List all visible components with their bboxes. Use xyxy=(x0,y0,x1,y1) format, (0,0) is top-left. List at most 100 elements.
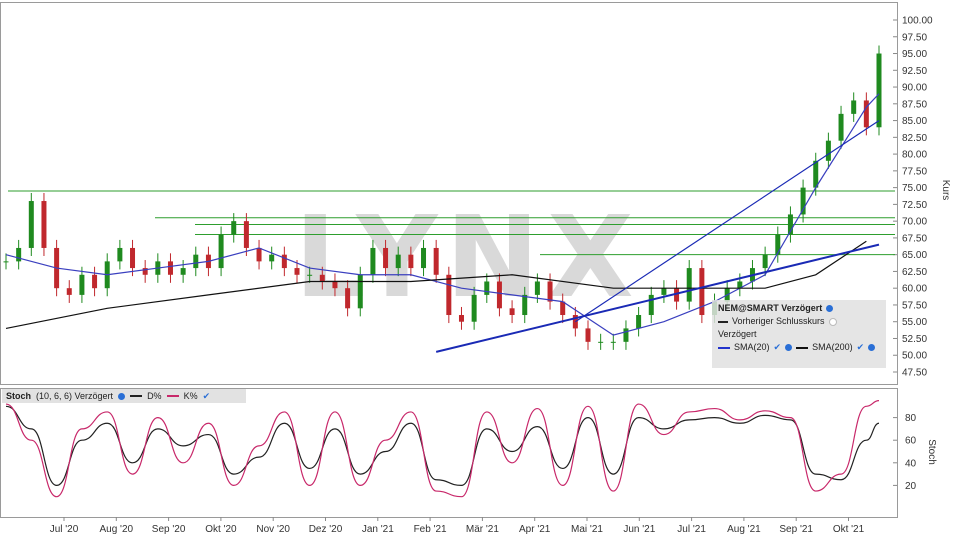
legend-delayed: Verzögert xyxy=(718,329,757,339)
check-icon[interactable]: ✔ xyxy=(773,342,782,352)
price-tick-label: 57.50 xyxy=(902,300,927,311)
candle-body xyxy=(41,201,47,248)
candle-body xyxy=(357,274,363,309)
sma200-line xyxy=(5,240,867,330)
legend-prev-close: Vorheriger Schlusskurs xyxy=(732,316,825,326)
x-tick-label: Jun '21 xyxy=(623,524,655,535)
sma20-swatch xyxy=(718,346,730,349)
candle-body xyxy=(66,288,72,295)
price-axis-label: Kurs xyxy=(940,180,951,201)
candle-body xyxy=(851,100,857,114)
legend-title-row: NEM@SMART Verzögert xyxy=(718,302,880,315)
candle-body xyxy=(256,247,262,262)
candle-body xyxy=(281,254,287,269)
candle-body xyxy=(458,315,464,322)
candle-body xyxy=(560,301,566,316)
info-icon[interactable] xyxy=(118,392,126,400)
price-tick-label: 72.50 xyxy=(902,200,927,211)
x-tick-label: Okt '20 xyxy=(205,524,237,535)
candle-body xyxy=(269,254,275,262)
stoch-panel: 80 60 40 20 Stoch xyxy=(0,388,937,518)
candle-body xyxy=(876,53,882,128)
x-tick-label: Sep '20 xyxy=(152,524,186,535)
price-legend: NEM@SMART Verzögert Vorheriger Schlussku… xyxy=(712,300,886,368)
candle-body xyxy=(534,281,540,295)
x-tick-label: Apr '21 xyxy=(519,524,551,535)
candle-body xyxy=(231,221,237,235)
candle-body xyxy=(661,288,667,295)
price-tick-label: 70.00 xyxy=(902,217,927,228)
candle-body xyxy=(79,274,85,295)
candle-body xyxy=(294,268,300,275)
price-panel: LYNX 100.00 97.50 95.00 92.50 90.00 87.50 85.00… xyxy=(0,2,951,385)
check-icon[interactable]: ✔ xyxy=(202,391,211,401)
legend-sma200: SMA(200) xyxy=(812,342,853,352)
stoch-k-line xyxy=(5,400,880,498)
candle-body xyxy=(92,274,98,289)
candle-body xyxy=(408,254,414,269)
x-tick-label: Sep '21 xyxy=(779,524,813,535)
price-tick-label: 95.00 xyxy=(902,49,927,60)
candle-body xyxy=(446,274,452,316)
info-icon[interactable] xyxy=(826,305,834,312)
legend-prev-close-row: Vorheriger Schlusskurs xyxy=(718,315,880,328)
legend-sma-row: SMA(20) ✔ SMA(200) ✔ xyxy=(718,341,880,354)
candle-body xyxy=(737,281,743,289)
candle-body xyxy=(471,294,477,322)
candle-body xyxy=(395,254,401,269)
candle-body xyxy=(117,247,123,262)
candle-body xyxy=(800,187,806,215)
x-tick-label: Aug '20 xyxy=(99,524,133,535)
x-tick-label: Jul '21 xyxy=(677,524,706,535)
price-tick-label: 85.00 xyxy=(902,116,927,127)
price-tick-label: 92.50 xyxy=(902,66,927,77)
candle-body xyxy=(787,214,793,235)
stoch-d-label: D% xyxy=(147,391,162,401)
candle-body xyxy=(193,254,199,269)
candle-body xyxy=(496,281,502,309)
candle-body xyxy=(16,247,22,262)
legend-sma20: SMA(20) xyxy=(734,342,770,352)
trendline xyxy=(435,243,880,353)
candle-body xyxy=(762,254,768,269)
stoch-frame xyxy=(0,388,898,518)
x-tick-label: Dez '20 xyxy=(309,524,343,535)
candle-body xyxy=(813,160,819,188)
candle-body xyxy=(509,308,515,316)
candle-body xyxy=(838,113,844,141)
price-tick-label: 50.00 xyxy=(902,351,927,362)
toggle-dot-icon[interactable] xyxy=(828,317,837,326)
settings-dot-icon[interactable] xyxy=(785,344,793,351)
candle-body xyxy=(825,140,831,161)
stoch-tick-label: 40 xyxy=(905,458,917,469)
legend-delayed-row: Verzögert xyxy=(718,328,880,341)
candle-body xyxy=(636,315,642,329)
x-tick-label: Aug '21 xyxy=(727,524,761,535)
price-tick-label: 47.50 xyxy=(902,368,927,379)
candle-body xyxy=(610,341,616,343)
x-tick-label: Jul '20 xyxy=(50,524,79,535)
price-tick-label: 60.00 xyxy=(902,284,927,295)
price-tick-label: 82.50 xyxy=(902,133,927,144)
candle-body xyxy=(863,100,869,128)
candle-body xyxy=(345,288,351,309)
candle-body xyxy=(648,294,654,316)
price-tick-label: 65.00 xyxy=(902,250,927,261)
stoch-d-line xyxy=(5,405,880,487)
candle-body xyxy=(623,328,629,342)
candle-body xyxy=(243,221,249,248)
candle-body xyxy=(686,268,692,302)
candle-body xyxy=(383,247,389,269)
candle-body xyxy=(598,341,604,343)
candle-body xyxy=(218,234,224,269)
candle-body xyxy=(142,268,148,275)
x-tick-label: Nov '20 xyxy=(256,524,290,535)
settings-dot-icon[interactable] xyxy=(868,344,876,351)
candle-body xyxy=(370,247,376,275)
stoch-k-label: K% xyxy=(183,391,198,401)
x-tick-label: Okt '21 xyxy=(833,524,865,535)
check-icon[interactable]: ✔ xyxy=(856,342,865,352)
price-tick-label: 97.50 xyxy=(902,32,927,43)
candle-body xyxy=(433,247,439,275)
